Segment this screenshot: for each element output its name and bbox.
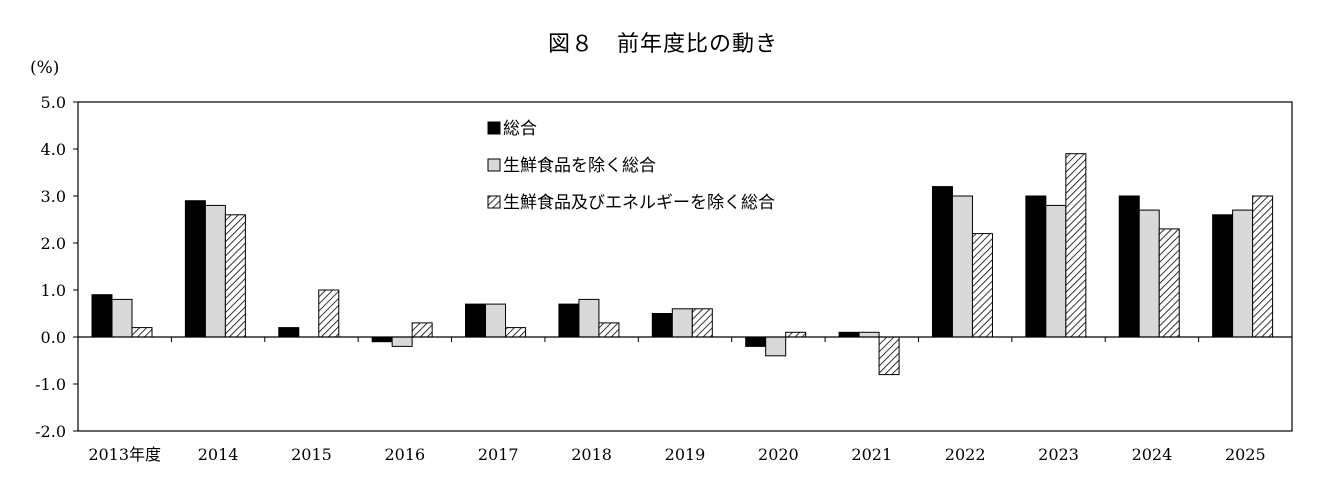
legend-swatch-2: [487, 158, 501, 172]
x-tick-label: 2021: [851, 445, 892, 464]
bar-series-2-12: [1232, 209, 1254, 338]
legend-label-1: 総合: [503, 119, 537, 139]
bar-series-2-9: [951, 195, 973, 338]
bar-series-3-0: [131, 327, 153, 338]
bar-series-2-6: [671, 308, 693, 338]
y-axis-ticks: 5.0 4.0 3.0 2.0 1.0 0.0 -1.0 -2.0: [35, 93, 78, 441]
x-tick-label: 2013年度: [88, 445, 161, 464]
x-tick-label: 2025: [1225, 445, 1266, 464]
bar-series-2-7: [765, 336, 787, 357]
bar-series-3-10: [1065, 153, 1087, 338]
bar-series-1-11: [1118, 195, 1140, 338]
plot-area-frame: [77, 101, 1293, 432]
bars: [91, 153, 1274, 376]
y-tick-label: 1.0: [41, 281, 66, 300]
legend-swatch-1: [487, 121, 501, 135]
bar-series-1-0: [91, 294, 113, 338]
y-tick-label: 0.0: [41, 328, 66, 347]
chart-title: 図８ 前年度比の動き: [548, 32, 779, 57]
bar-series-1-4: [465, 303, 487, 338]
x-tick-label: 2024: [1132, 445, 1173, 464]
y-tick-label: -2.0: [35, 422, 66, 441]
bar-series-1-7: [745, 336, 767, 347]
bar-series-1-2: [278, 327, 300, 338]
y-tick-label: 2.0: [41, 234, 66, 253]
bar-series-3-5: [598, 322, 620, 338]
bar-series-2-1: [204, 204, 226, 338]
y-tick-label: 5.0: [41, 93, 66, 112]
bar-series-3-7: [785, 331, 807, 338]
bar-series-3-4: [505, 327, 527, 338]
bar-series-2-11: [1138, 209, 1160, 338]
bar-series-3-1: [224, 214, 246, 338]
bar-series-2-5: [578, 298, 600, 338]
bar-series-3-6: [691, 308, 713, 338]
bar-series-2-4: [485, 303, 507, 338]
legend-label-2: 生鮮食品を除く総合: [503, 156, 656, 176]
bar-series-1-8: [838, 331, 860, 338]
x-tick-label: 2016: [384, 445, 425, 464]
x-tick-label: 2017: [478, 445, 519, 464]
y-tick-label: 3.0: [41, 187, 66, 206]
bar-series-3-11: [1158, 228, 1180, 338]
bar-series-1-12: [1212, 214, 1234, 338]
y-tick-label: -1.0: [35, 375, 66, 394]
bar-series-2-3: [391, 336, 413, 347]
y-tick-label: 4.0: [41, 140, 66, 159]
bar-series-3-12: [1252, 195, 1274, 338]
y-axis-unit: (%): [30, 58, 60, 78]
x-tick-label: 2022: [945, 445, 986, 464]
x-tick-label: 2015: [291, 445, 332, 464]
bar-series-3-8: [878, 336, 900, 376]
bar-series-1-5: [558, 303, 580, 338]
legend-swatch-3: [487, 195, 501, 209]
bar-series-1-1: [184, 200, 206, 338]
bar-series-2-10: [1045, 204, 1067, 338]
bar-series-1-10: [1025, 195, 1047, 338]
bar-series-1-6: [651, 313, 673, 338]
bar-series-3-2: [318, 289, 340, 338]
bar-series-1-9: [931, 186, 953, 338]
x-tick-label: 2019: [665, 445, 706, 464]
bar-series-1-3: [371, 336, 393, 343]
bar-series-3-9: [971, 233, 993, 338]
legend-label-3: 生鮮食品及びエネルギーを除く総合: [503, 193, 775, 213]
x-tick-label: 2014: [198, 445, 239, 464]
x-axis-ticks: 2013年度 2014 2015 2016 2017 2018 2019 2020 2021 20…: [88, 337, 1266, 464]
bar-series-3-3: [411, 322, 433, 338]
x-tick-label: 2018: [571, 445, 612, 464]
x-tick-label: 2020: [758, 445, 799, 464]
bar-series-2-0: [111, 298, 133, 338]
x-tick-label: 2023: [1038, 445, 1079, 464]
bar-series-2-8: [858, 331, 880, 338]
